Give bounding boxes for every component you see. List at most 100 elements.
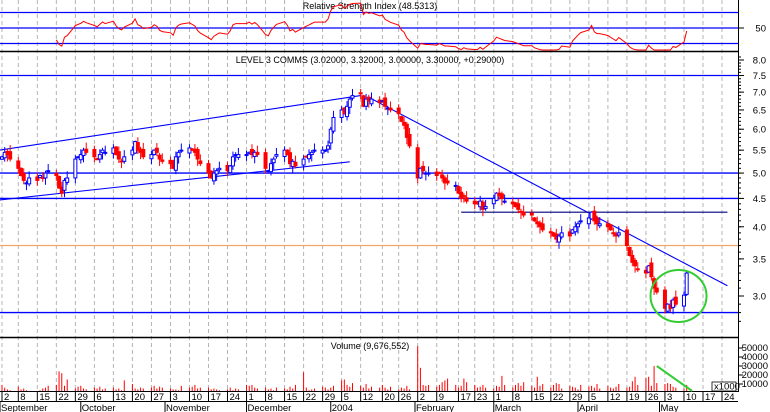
candle-body (592, 210, 597, 222)
candle-body (635, 268, 640, 271)
x-tick-label: 17 (210, 392, 221, 403)
y-tick-label: 5.0 (753, 169, 766, 180)
candle-body (271, 158, 276, 164)
x-tick-label: 13 (115, 392, 126, 403)
volume-annotation-line (656, 365, 693, 392)
month-label: October (82, 403, 116, 412)
candle-body (100, 149, 105, 154)
x-tick-label: 3 (172, 392, 177, 403)
candle-body (611, 232, 616, 235)
candle-body (437, 172, 442, 175)
x-tick-label: 17 (705, 392, 716, 403)
candle-body (399, 116, 404, 122)
candle-body (228, 165, 233, 174)
candle-body (483, 206, 488, 209)
x-tick-label: 22 (553, 392, 564, 403)
candle-body (491, 197, 496, 205)
candle-body (499, 193, 504, 199)
trendline (0, 161, 350, 201)
rsi-panel: Relative Strength Index (48.5313) (0, 1, 738, 51)
candle-body (97, 154, 102, 160)
candle-body (556, 235, 561, 243)
candle-body (19, 167, 24, 177)
x-tick-label: 8 (515, 392, 520, 403)
candle-body (461, 195, 466, 198)
candle-body (347, 98, 352, 108)
candle-body (616, 232, 621, 236)
candle-body (630, 254, 635, 263)
month-label: December (248, 403, 292, 412)
candle-body (92, 148, 97, 158)
x-tick-label: 22 (58, 392, 69, 403)
candle-body (21, 173, 26, 181)
x-tick-label: 2 (4, 392, 9, 403)
candle-body (54, 173, 59, 177)
x-tick-label: 3 (667, 392, 672, 403)
trendline (0, 95, 361, 151)
candle-body (595, 217, 600, 225)
x-tick-label: 1 (249, 392, 254, 403)
y-tick-label: 4.0 (753, 222, 766, 233)
y-tick-label: 3.0 (753, 291, 766, 302)
candle-body (268, 163, 273, 173)
y-tick-label: 7.5 (753, 71, 766, 82)
candle-body (103, 151, 108, 154)
x-tick-label: 5 (591, 392, 596, 403)
value-axis: 8.0 7.5 7.0 6.5 6.0 5.5 5.0 4.5 4.0 3.5 3.0 50 50000… (711, 24, 768, 393)
candle-body (263, 152, 268, 169)
rsi-line (55, 2, 688, 51)
candle-body (345, 105, 350, 118)
candle-body (328, 128, 333, 144)
candle-body (681, 294, 686, 307)
candle-body (502, 200, 507, 203)
candle-body (331, 116, 336, 132)
y-tick-label: 4.5 (753, 194, 766, 205)
candle-body (176, 151, 181, 158)
x-tick-label: 15 (534, 392, 545, 403)
rsi-tick-label: 50 (755, 24, 766, 35)
volume-tick-label: 20000 (742, 370, 768, 381)
price-panel: LEVEL 3 COMMS (3.02000, 3.32000, 3.00000… (0, 55, 738, 323)
candle-body (230, 156, 235, 167)
candle-body (532, 217, 537, 222)
candle-body (236, 154, 241, 158)
candle-body (114, 146, 119, 156)
candle-body (388, 107, 393, 111)
candle-body (559, 232, 564, 238)
candle-body (573, 226, 578, 233)
trendline (368, 96, 728, 287)
x-tick-label: 10 (686, 392, 697, 403)
x-tick-label: 15 (39, 392, 50, 403)
candle-body (633, 259, 638, 267)
candle-body (217, 167, 222, 171)
candle-body (214, 170, 219, 175)
candle-body (312, 149, 317, 152)
candle-body (8, 151, 13, 160)
candle-body (415, 147, 420, 179)
candle-body (662, 289, 667, 309)
candle-body (608, 224, 613, 231)
candle-body (383, 97, 388, 107)
candle-body (586, 217, 591, 225)
candle-body (195, 148, 200, 160)
candle-body (38, 175, 43, 179)
grid-lines (0, 0, 739, 392)
candle-body (157, 154, 162, 160)
candle-body (78, 154, 83, 161)
candle-body (173, 156, 178, 171)
rsi-title: Relative Strength Index (48.5313) (303, 1, 438, 11)
candle-body (426, 172, 431, 175)
candle-body (293, 161, 298, 167)
x-tick-label: 20 (134, 392, 145, 403)
annotation-circle (649, 268, 708, 323)
candle-body (288, 152, 293, 165)
x-tick-label: 19 (629, 392, 640, 403)
candle-body (516, 203, 521, 210)
candle-body (211, 172, 216, 182)
x-tick-label: 22 (306, 392, 317, 403)
candle-body (141, 148, 146, 158)
y-tick-label: 6.0 (753, 125, 766, 136)
x-tick-label: 12 (610, 392, 621, 403)
x-tick-label: 8 (20, 392, 25, 403)
